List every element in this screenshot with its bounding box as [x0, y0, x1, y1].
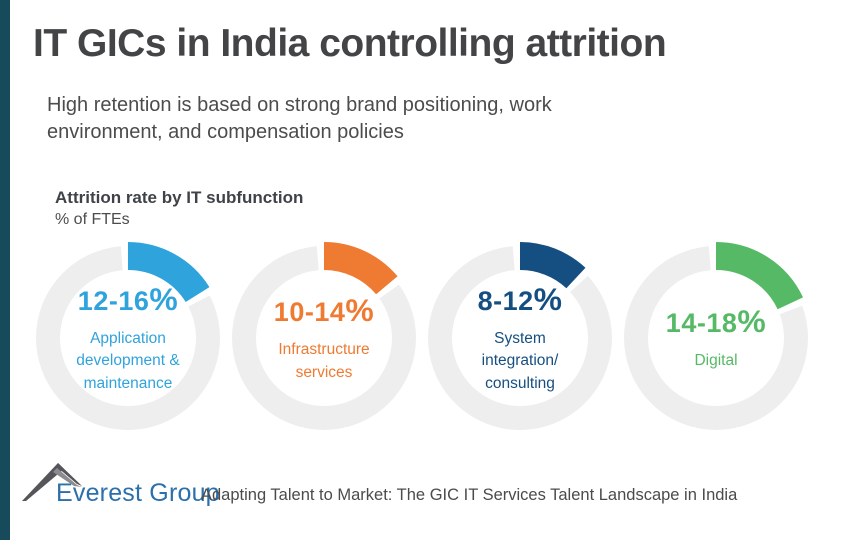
donut-text-block: 8-12% System integration/ consulting: [420, 238, 620, 438]
left-accent-bar: [0, 0, 10, 540]
donut-value-percent-sign: %: [345, 292, 375, 329]
donut-chart-3: 14-18% Digital: [616, 238, 816, 438]
donut-ring-svg: [36, 242, 220, 430]
donut-label: Digital: [694, 352, 738, 370]
donut-value-range: 10-14: [273, 297, 346, 328]
donut-label: Application development & maintenance: [76, 329, 180, 392]
everest-group-brand-text: Everest Group: [56, 479, 220, 507]
donut-ring-svg: [428, 242, 612, 430]
donut-value-range: 14-18: [665, 308, 738, 339]
donut-value-percent-sign: %: [149, 280, 179, 317]
chart-unit-label: % of FTEs: [55, 211, 130, 228]
donut-value: 10-14%: [274, 292, 374, 329]
chart-heading: Attrition rate by IT subfunction: [55, 188, 304, 207]
donut-value: 8-12%: [478, 281, 563, 318]
page-subtitle: High retention is based on strong brand …: [47, 94, 552, 143]
donut-chart-0: 12-16% Application development & maintena…: [28, 238, 228, 438]
donut-segment-arc: [715, 242, 804, 310]
donut-label: System integration/ consulting: [481, 329, 559, 392]
report-source-text: Adapting Talent to Market: The GIC IT Se…: [201, 486, 738, 504]
page-title: IT GICs in India controlling attrition: [33, 22, 667, 65]
everest-group-mountain-icon: [22, 463, 82, 501]
donut-segment-arc: [127, 242, 210, 303]
donut-ring-svg: [624, 242, 808, 430]
donut-chart-2: 8-12% System integration/ consulting: [420, 238, 620, 438]
donut-segment-arc: [519, 242, 586, 289]
donut-value-range: 12-16: [77, 285, 150, 316]
donut-value-percent-sign: %: [737, 303, 767, 340]
donut-value-range: 8-12: [477, 285, 534, 316]
donut-text-block: 10-14% Infrastructure services: [224, 238, 424, 438]
donut-value-percent-sign: %: [533, 280, 563, 317]
donut-value: 12-16%: [78, 281, 178, 318]
donut-label: Infrastructure services: [278, 341, 370, 381]
donut-charts-row: 12-16% Application development & maintena…: [28, 238, 812, 438]
donut-text-block: 12-16% Application development & maintena…: [28, 238, 228, 438]
donut-text-block: 14-18% Digital: [616, 238, 816, 438]
donut-segment-arc: [323, 242, 398, 295]
donut-value: 14-18%: [666, 303, 766, 340]
donut-chart-1: 10-14% Infrastructure services: [224, 238, 424, 438]
donut-ring-svg: [232, 242, 416, 430]
